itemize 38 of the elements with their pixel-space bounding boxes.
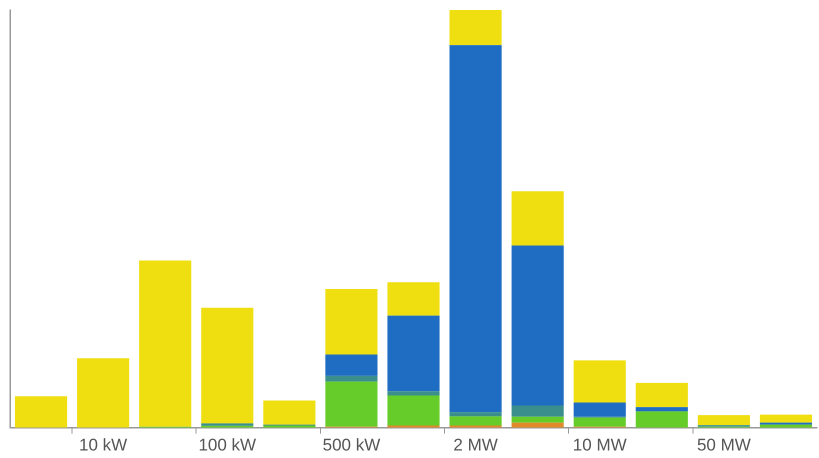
bar: [760, 414, 812, 423]
bar: [201, 423, 254, 426]
x-tick-label: 50 MW: [696, 435, 751, 454]
bar: [512, 191, 564, 246]
bar: [387, 316, 440, 392]
bar: [574, 418, 626, 427]
bar: [698, 415, 750, 426]
bar: [636, 382, 688, 408]
bar: [450, 416, 502, 426]
bar: [636, 407, 688, 412]
bar: [760, 424, 812, 428]
bar: [387, 282, 440, 316]
x-tick-label: 100 kW: [198, 435, 256, 454]
bar: [325, 354, 378, 376]
bar: [512, 422, 564, 428]
bar: [325, 382, 378, 427]
bar: [450, 10, 502, 46]
bar: [77, 358, 130, 428]
bar: [387, 395, 440, 426]
bar: [387, 391, 440, 396]
bar: [450, 412, 502, 416]
bar: [325, 376, 378, 382]
bar: [201, 308, 254, 424]
bar: [512, 416, 564, 423]
bar: [325, 288, 378, 355]
bar: [574, 360, 626, 403]
bar: [636, 411, 688, 428]
bar: [14, 396, 68, 428]
x-tick-label: 10 MW: [572, 435, 627, 454]
bar: [263, 400, 316, 425]
x-tick-label: 500 kW: [322, 435, 380, 454]
bar: [450, 45, 502, 412]
bar: [574, 402, 626, 417]
bar: [512, 246, 564, 406]
x-tick-label: 10 kW: [79, 435, 128, 454]
bar: [512, 405, 564, 417]
bar: [139, 260, 192, 427]
x-tick-label: 2 MW: [453, 435, 498, 454]
